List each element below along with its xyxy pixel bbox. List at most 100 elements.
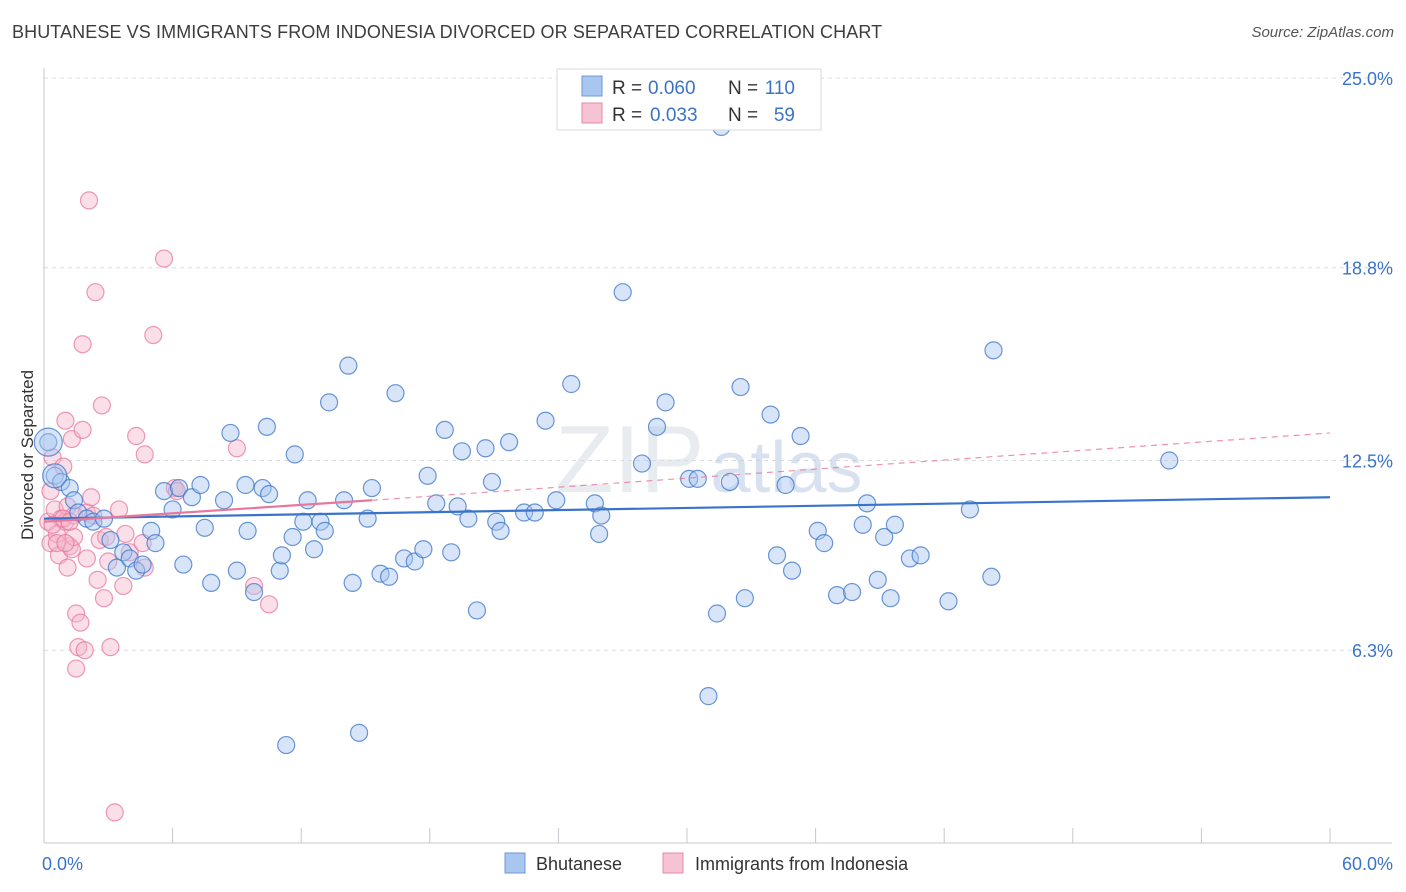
data-point bbox=[720, 472, 739, 492]
data-point bbox=[236, 475, 255, 495]
data-point bbox=[101, 638, 120, 657]
data-point bbox=[442, 543, 461, 562]
source-credit: Source: ZipAtlas.com bbox=[1251, 24, 1394, 41]
data-point bbox=[515, 503, 534, 522]
data-point bbox=[259, 595, 279, 614]
data-point bbox=[107, 558, 126, 577]
data-point bbox=[294, 512, 313, 531]
data-point bbox=[154, 482, 174, 501]
legend-r-value-2: 0.033 bbox=[650, 105, 698, 126]
data-point bbox=[120, 543, 139, 562]
y-tick-labels: 6.3% 12.5% 18.8% 25.0% bbox=[1342, 69, 1393, 661]
legend-r-label-2: R = bbox=[612, 105, 642, 126]
data-point bbox=[476, 439, 495, 458]
data-point bbox=[767, 546, 787, 565]
data-point bbox=[195, 518, 214, 537]
legend-swatch-bhutanese bbox=[581, 75, 603, 97]
data-point bbox=[482, 472, 502, 492]
data-point bbox=[73, 335, 92, 354]
data-point bbox=[613, 283, 632, 302]
data-point bbox=[960, 500, 980, 519]
data-point bbox=[71, 613, 90, 632]
data-point bbox=[202, 573, 221, 593]
data-point bbox=[487, 512, 506, 531]
data-point bbox=[304, 540, 324, 559]
data-point bbox=[590, 524, 609, 544]
data-point bbox=[77, 549, 96, 568]
data-point bbox=[214, 491, 234, 510]
data-point bbox=[1160, 451, 1179, 470]
data-point bbox=[881, 589, 900, 608]
data-point bbox=[244, 582, 264, 602]
data-point bbox=[339, 356, 358, 375]
data-point bbox=[259, 485, 279, 504]
data-point bbox=[319, 393, 339, 412]
data-point bbox=[257, 417, 277, 436]
data-point bbox=[500, 433, 519, 452]
data-point bbox=[334, 491, 354, 510]
data-point bbox=[92, 396, 111, 415]
data-point bbox=[394, 549, 414, 568]
data-point bbox=[73, 420, 92, 439]
legend-r-value-1: 0.060 bbox=[648, 78, 696, 99]
data-point bbox=[277, 735, 296, 755]
data-point bbox=[647, 417, 667, 436]
data-point bbox=[386, 384, 405, 403]
data-point bbox=[315, 521, 334, 540]
data-point bbox=[343, 573, 362, 593]
data-point bbox=[459, 509, 478, 528]
data-point bbox=[94, 589, 114, 608]
y-axis-label: Divorced or Separated bbox=[18, 370, 37, 540]
correlation-legend: R = 0.060 N = 110 R = 0.033 N = 59 bbox=[556, 68, 822, 131]
data-point bbox=[427, 494, 446, 513]
data-point bbox=[221, 423, 240, 443]
legend-n-value-1: 110 bbox=[765, 78, 795, 99]
data-point bbox=[791, 426, 810, 446]
data-point bbox=[379, 567, 399, 586]
data-point bbox=[56, 534, 75, 553]
data-point bbox=[782, 561, 802, 580]
data-point bbox=[414, 540, 433, 559]
data-point bbox=[911, 546, 930, 565]
data-point bbox=[525, 503, 544, 522]
data-point bbox=[362, 478, 382, 498]
data-point bbox=[86, 283, 105, 302]
series-legend: Bhutanese Immigrants from Indonesia bbox=[504, 852, 909, 874]
data-point bbox=[592, 506, 611, 525]
legend-n-label-2: N = bbox=[728, 105, 758, 126]
trend-line-bhutanese bbox=[43, 496, 1331, 520]
data-point bbox=[135, 445, 154, 464]
legend-n-label-1: N = bbox=[728, 78, 758, 99]
data-point bbox=[101, 530, 120, 550]
trend-line-indonesia bbox=[43, 499, 373, 523]
data-point bbox=[688, 469, 707, 488]
data-point bbox=[467, 601, 487, 620]
data-point-large bbox=[33, 427, 63, 457]
data-point bbox=[853, 515, 872, 534]
data-point bbox=[82, 488, 101, 507]
data-point bbox=[707, 604, 727, 623]
data-point bbox=[127, 426, 146, 446]
data-point bbox=[547, 491, 566, 510]
data-point bbox=[939, 592, 958, 611]
data-point bbox=[75, 641, 94, 660]
gridlines bbox=[44, 77, 1392, 651]
data-point bbox=[656, 393, 675, 412]
data-point bbox=[842, 582, 862, 602]
data-point bbox=[227, 561, 246, 580]
chart-title: BHUTANESE VS IMMIGRANTS FROM INDONESIA D… bbox=[12, 22, 883, 42]
data-point bbox=[227, 439, 246, 458]
legend-r-label-1: R = bbox=[612, 78, 642, 99]
legend-n-value-2: 59 bbox=[774, 105, 795, 126]
data-point bbox=[39, 433, 58, 452]
legend-label-bhutanese: Bhutanese bbox=[536, 854, 622, 874]
data-point bbox=[105, 803, 124, 822]
series-bhutanese bbox=[33, 117, 1179, 755]
data-point bbox=[984, 341, 1003, 360]
legend-swatch-bhutanese-bottom bbox=[504, 852, 526, 874]
data-point bbox=[562, 374, 581, 394]
data-point bbox=[731, 377, 750, 397]
data-point bbox=[154, 249, 174, 268]
trend-lines bbox=[43, 432, 1331, 523]
